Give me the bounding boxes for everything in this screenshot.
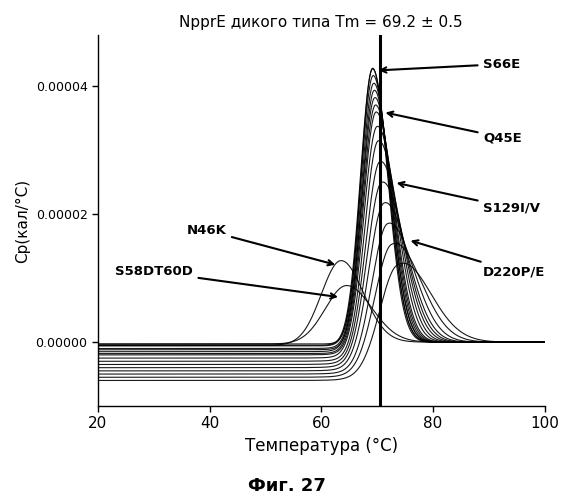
Text: S58DT60D: S58DT60D [115, 266, 336, 298]
Text: D220P/E: D220P/E [413, 240, 545, 279]
Title: NpprE дикого типа Tm = 69.2 ± 0.5: NpprE дикого типа Tm = 69.2 ± 0.5 [180, 15, 463, 30]
Text: Q45E: Q45E [387, 112, 522, 144]
X-axis label: Температура (°C): Температура (°C) [245, 437, 398, 455]
Text: S66E: S66E [381, 58, 521, 72]
Text: Фиг. 27: Фиг. 27 [248, 477, 326, 495]
Text: N46K: N46K [187, 224, 333, 266]
Text: S129I/V: S129I/V [399, 182, 540, 214]
Y-axis label: Cp(кал/°C): Cp(кал/°C) [15, 178, 30, 262]
